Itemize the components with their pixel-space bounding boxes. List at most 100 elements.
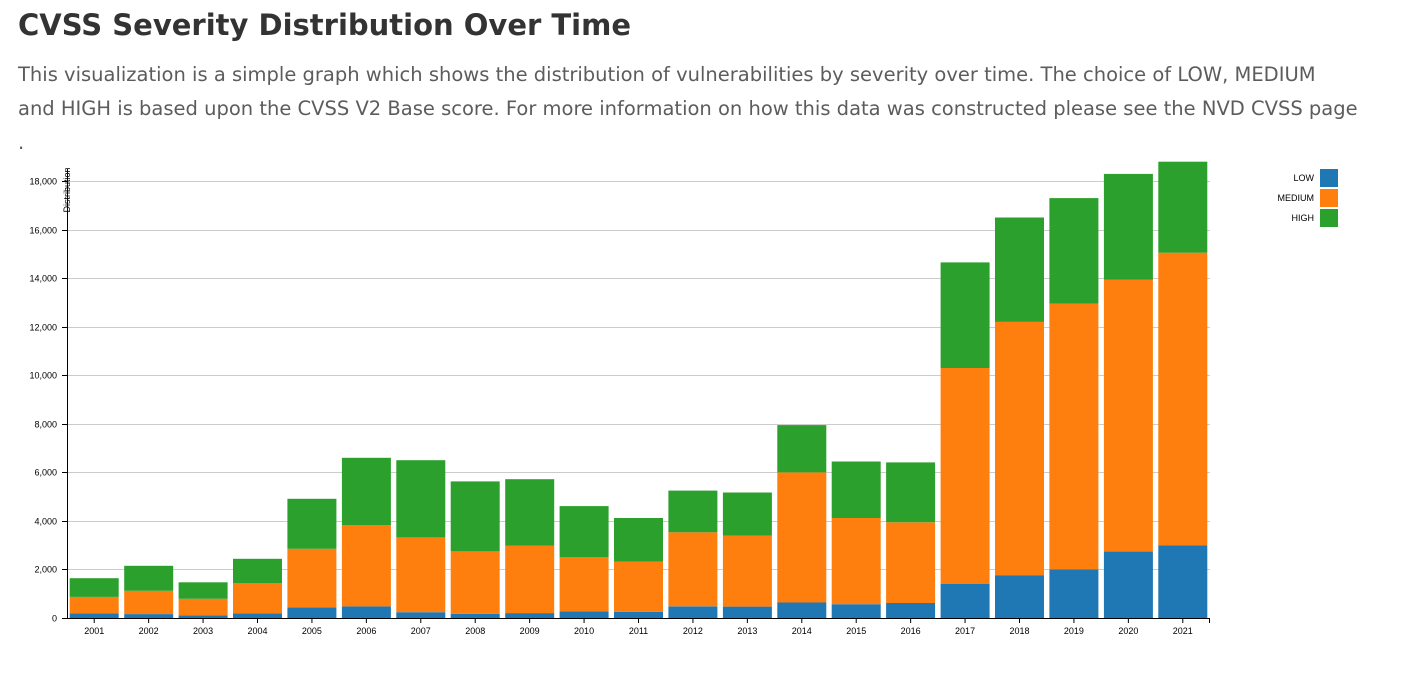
bar-medium-2017[interactable] (940, 368, 990, 584)
x-tick-label: 2005 (302, 626, 322, 636)
bar-medium-2005[interactable] (287, 548, 337, 608)
x-tick-label: 2010 (574, 626, 594, 636)
bar-high-2004[interactable] (233, 558, 282, 584)
legend-label-low: LOW (1293, 173, 1314, 183)
bar-low-2009[interactable] (505, 613, 555, 618)
x-tick-label: 2008 (465, 626, 485, 636)
intro-text: This visualization is a simple graph whi… (18, 63, 1316, 120)
y-tick-label: 18,000 (29, 177, 57, 187)
bar-low-2019[interactable] (1049, 569, 1099, 619)
bar-medium-2015[interactable] (831, 518, 881, 605)
x-axis: 2001 2002 2003 2004 2005 2006 2007 2008 2009 2010… (67, 618, 1210, 636)
legend-label-high: HIGH (1292, 213, 1315, 223)
bar-low-2018[interactable] (995, 575, 1044, 619)
bar-high-2007[interactable] (396, 460, 446, 538)
x-tick-label: 2018 (1009, 626, 1029, 636)
bar-high-2010[interactable] (559, 506, 609, 558)
bar-low-2012[interactable] (668, 606, 718, 618)
bar-medium-2010[interactable] (559, 557, 609, 612)
bar-low-2014[interactable] (777, 602, 827, 619)
bar-low-2007[interactable] (396, 612, 446, 618)
bar-medium-2013[interactable] (722, 535, 772, 607)
bar-medium-2004[interactable] (233, 583, 282, 614)
bar-low-2021[interactable] (1158, 545, 1208, 618)
legend-swatch-low (1320, 169, 1338, 187)
x-tick-label: 2019 (1064, 626, 1084, 636)
bar-medium-2016[interactable] (886, 522, 936, 603)
bar-medium-2007[interactable] (396, 537, 446, 613)
x-tick-label: 2004 (247, 626, 267, 636)
y-tick-label: 10,000 (29, 371, 57, 381)
bar-medium-2006[interactable] (341, 525, 391, 607)
x-tick-label: 2013 (737, 626, 757, 636)
severity-stacked-bar-chart: 0 2,000 4,000 6,000 8,000 10,000 12,000 14,000 1… (29, 161, 1338, 636)
bar-low-2001[interactable] (69, 613, 119, 618)
bar-medium-2003[interactable] (178, 598, 228, 616)
bar-low-2017[interactable] (940, 584, 990, 618)
bar-medium-2008[interactable] (450, 551, 500, 614)
y-tick-label: 14,000 (29, 274, 57, 284)
bar-high-2002[interactable] (124, 565, 174, 591)
bar-medium-2009[interactable] (505, 545, 555, 614)
bar-high-2019[interactable] (1049, 198, 1099, 304)
bar-low-2016[interactable] (886, 603, 936, 618)
legend-swatch-high (1320, 209, 1338, 227)
bar-low-2005[interactable] (287, 607, 337, 618)
bar-high-2020[interactable] (1103, 173, 1153, 280)
y-tick-label: 4,000 (34, 517, 57, 527)
bar-low-2006[interactable] (341, 606, 391, 618)
bar-low-2013[interactable] (722, 606, 772, 618)
bar-low-2015[interactable] (831, 604, 881, 618)
bar-high-2006[interactable] (341, 457, 391, 526)
bar-medium-2012[interactable] (668, 532, 718, 607)
bar-medium-2021[interactable] (1158, 252, 1208, 546)
bar-medium-2002[interactable] (124, 590, 174, 615)
x-tick-label: 2016 (901, 626, 921, 636)
x-tick-label: 2014 (792, 626, 812, 636)
bar-high-2012[interactable] (668, 490, 718, 533)
bar-low-2002[interactable] (124, 614, 174, 618)
y-tick-label: 8,000 (34, 420, 57, 430)
bar-low-2011[interactable] (614, 611, 663, 618)
bar-low-2020[interactable] (1103, 551, 1153, 618)
bar-medium-2011[interactable] (614, 561, 663, 612)
intro-end: . (18, 131, 25, 154)
x-tick-label: 2015 (846, 626, 866, 636)
x-tick-label: 2002 (139, 626, 159, 636)
x-tick-label: 2006 (356, 626, 376, 636)
x-tick-label: 2021 (1173, 626, 1193, 636)
bar-high-2011[interactable] (614, 518, 663, 562)
intro-paragraph: This visualization is a simple graph whi… (18, 58, 1358, 160)
bar-medium-2020[interactable] (1103, 279, 1153, 552)
bar-high-2017[interactable] (940, 262, 990, 368)
y-tick-label: 12,000 (29, 323, 57, 333)
bar-medium-2018[interactable] (995, 321, 1044, 576)
bar-medium-2001[interactable] (69, 596, 119, 614)
bar-high-2014[interactable] (777, 425, 827, 473)
bar-high-2009[interactable] (505, 479, 555, 546)
bar-low-2003[interactable] (178, 615, 228, 618)
bar-high-2008[interactable] (450, 481, 500, 552)
bar-medium-2019[interactable] (1049, 303, 1099, 570)
x-tick-label: 2003 (193, 626, 213, 636)
bar-high-2015[interactable] (831, 461, 881, 519)
y-tick-label: 2,000 (34, 565, 57, 575)
x-tick-label: 2001 (84, 626, 104, 636)
bar-high-2013[interactable] (722, 492, 772, 536)
bar-high-2016[interactable] (886, 462, 936, 523)
bar-high-2003[interactable] (178, 582, 228, 599)
bar-low-2008[interactable] (450, 613, 500, 618)
x-tick-label: 2009 (520, 626, 540, 636)
x-tick-label: 2007 (411, 626, 431, 636)
bar-high-2021[interactable] (1158, 161, 1208, 253)
x-tick-label: 2020 (1118, 626, 1138, 636)
bar-high-2001[interactable] (69, 578, 119, 597)
nvd-cvss-link[interactable]: NVD CVSS page (1201, 97, 1358, 120)
y-axis: 0 2,000 4,000 6,000 8,000 10,000 12,000 14,000 1… (29, 169, 68, 624)
bar-low-2010[interactable] (559, 611, 609, 618)
bar-low-2004[interactable] (233, 613, 282, 618)
bar-high-2005[interactable] (287, 498, 337, 549)
x-tick-label: 2017 (955, 626, 975, 636)
bar-high-2018[interactable] (995, 217, 1044, 322)
bar-medium-2014[interactable] (777, 472, 827, 603)
